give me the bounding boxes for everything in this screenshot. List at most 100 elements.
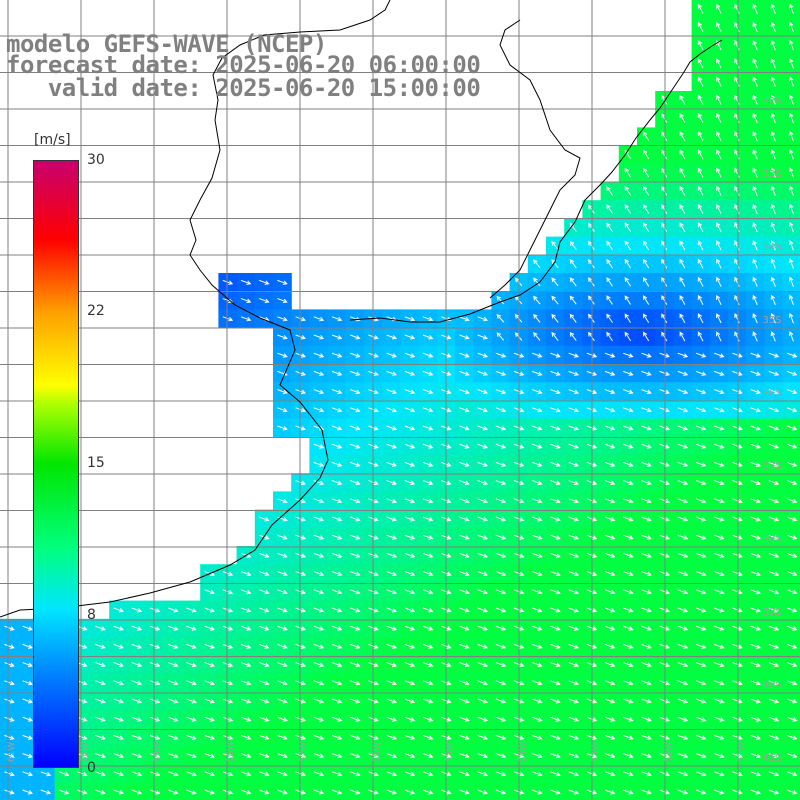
wind-arrow bbox=[331, 316, 343, 322]
wind-arrow bbox=[770, 58, 776, 69]
wind-arrow bbox=[716, 167, 722, 178]
wind-arrow bbox=[679, 258, 686, 269]
wind-arrow bbox=[604, 552, 616, 558]
wind-arrow bbox=[623, 389, 634, 395]
wind-arrow bbox=[788, 76, 794, 87]
wind-arrow bbox=[350, 771, 361, 777]
wind-arrow bbox=[149, 753, 161, 759]
wind-arrow bbox=[623, 443, 634, 449]
wind-arrow bbox=[695, 771, 707, 777]
wind-arrow bbox=[533, 277, 541, 287]
wind-arrow bbox=[350, 534, 361, 540]
wind-arrow bbox=[623, 370, 634, 376]
wind-arrow bbox=[695, 389, 707, 395]
latitude-label: 34S bbox=[762, 242, 781, 253]
wind-arrow bbox=[131, 789, 143, 795]
wind-arrow bbox=[422, 498, 434, 504]
wind-arrow bbox=[550, 407, 561, 413]
wind-arrow bbox=[677, 352, 689, 358]
wind-arrow bbox=[422, 480, 434, 486]
wind-arrow bbox=[695, 516, 707, 522]
wind-arrow bbox=[677, 662, 689, 668]
wind-arrow bbox=[459, 607, 470, 613]
wind-arrow bbox=[550, 389, 561, 395]
wind-arrow bbox=[659, 680, 670, 686]
wind-arrow bbox=[788, 167, 794, 178]
wind-arrow bbox=[750, 352, 761, 358]
wind-arrow bbox=[768, 352, 780, 358]
wind-arrow bbox=[679, 94, 686, 105]
wind-arrow bbox=[277, 298, 288, 304]
wind-arrow bbox=[714, 461, 725, 467]
wind-arrow bbox=[240, 589, 252, 595]
wind-arrow bbox=[186, 698, 197, 704]
wind-arrow bbox=[459, 480, 470, 486]
wind-arrow bbox=[659, 625, 670, 631]
wind-arrow bbox=[641, 680, 652, 686]
wind-arrow bbox=[716, 185, 722, 196]
wind-arrow bbox=[568, 662, 579, 668]
wind-arrow bbox=[259, 753, 270, 759]
wind-arrow bbox=[604, 370, 616, 376]
longitude-label: 58W bbox=[226, 742, 236, 762]
wind-arrow bbox=[113, 716, 124, 722]
wind-arrow bbox=[113, 625, 124, 631]
wind-arrow bbox=[532, 352, 543, 358]
latitude-label: 38S bbox=[762, 534, 781, 545]
wind-arrow bbox=[477, 789, 488, 795]
wind-arrow bbox=[495, 753, 507, 759]
longitude-label: 55W bbox=[445, 742, 455, 762]
longitude-label: 51W bbox=[737, 742, 747, 762]
wind-arrow bbox=[623, 552, 634, 558]
wind-arrow bbox=[131, 771, 143, 777]
wind-arrow bbox=[642, 149, 650, 160]
wind-arrow bbox=[495, 734, 507, 740]
wind-arrow bbox=[350, 789, 361, 795]
wind-arrow bbox=[697, 40, 704, 51]
wind-arrow bbox=[240, 279, 252, 285]
wind-arrow bbox=[606, 222, 613, 232]
wind-arrow bbox=[422, 643, 434, 649]
wind-arrow bbox=[477, 534, 488, 540]
wind-arrow bbox=[58, 789, 70, 795]
wind-arrow bbox=[752, 312, 758, 324]
wind-arrow bbox=[642, 295, 650, 305]
wind-arrow bbox=[277, 680, 288, 686]
wind-arrow bbox=[277, 662, 288, 668]
wind-arrow bbox=[313, 589, 325, 595]
wind-arrow bbox=[661, 222, 668, 233]
wind-arrow bbox=[404, 607, 416, 613]
wind-arrow bbox=[641, 734, 652, 740]
wind-arrow bbox=[768, 607, 780, 613]
wind-arrow bbox=[532, 516, 543, 522]
wind-arrow bbox=[659, 407, 670, 413]
wind-arrow bbox=[716, 258, 722, 269]
wind-arrow bbox=[786, 516, 798, 522]
wind-arrow bbox=[459, 662, 470, 668]
wind-arrow bbox=[568, 534, 579, 540]
wind-arrow bbox=[131, 734, 143, 740]
wind-arrow bbox=[768, 680, 780, 686]
wind-arrow bbox=[697, 222, 704, 233]
wind-arrow bbox=[240, 625, 252, 631]
wind-arrow bbox=[695, 370, 707, 376]
wind-arrow bbox=[768, 771, 780, 777]
wind-arrow bbox=[568, 571, 579, 577]
wind-arrow bbox=[386, 789, 397, 795]
wind-arrow bbox=[131, 698, 143, 704]
wind-arrow bbox=[750, 461, 761, 467]
wind-arrow bbox=[786, 498, 798, 504]
wind-arrow bbox=[331, 680, 343, 686]
wind-arrow bbox=[697, 240, 704, 251]
wind-arrow bbox=[422, 625, 434, 631]
wind-arrow bbox=[679, 167, 686, 178]
wind-arrow bbox=[459, 498, 470, 504]
wind-arrow bbox=[386, 589, 397, 595]
wind-arrow bbox=[695, 662, 707, 668]
wind-arrow bbox=[770, 312, 776, 324]
wind-arrow bbox=[331, 607, 343, 613]
wind-arrow bbox=[695, 498, 707, 504]
wind-arrow bbox=[404, 716, 416, 722]
wind-arrow bbox=[4, 716, 15, 722]
wind-arrow bbox=[422, 552, 434, 558]
